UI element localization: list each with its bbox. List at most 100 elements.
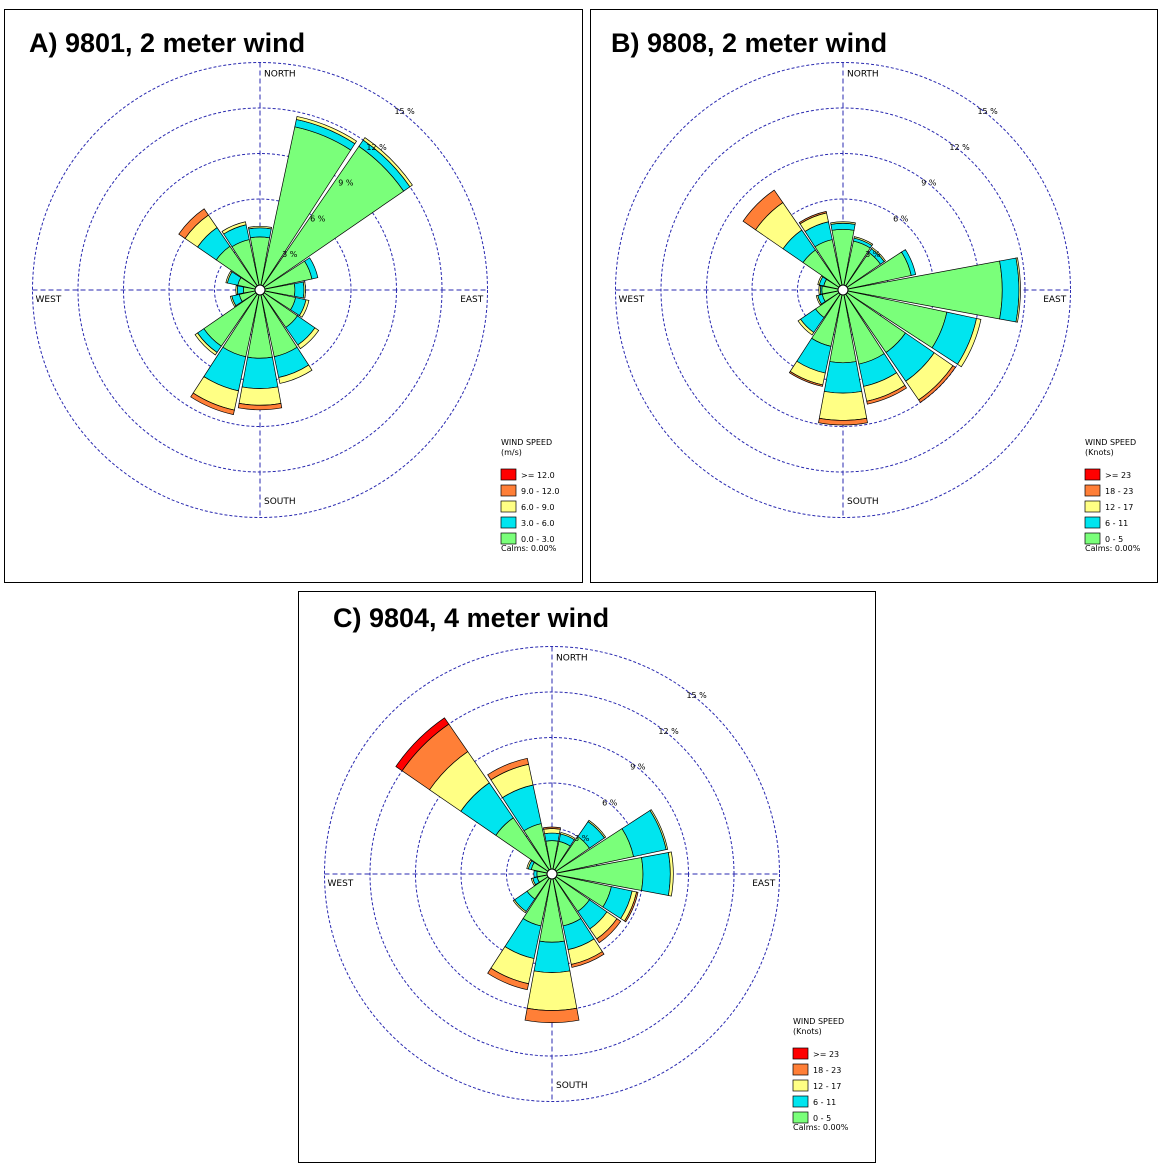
petal-segment-bin-3 <box>866 384 908 405</box>
petal-sector-11 <box>229 289 261 307</box>
legend-bin-label-2: 12 - 17 <box>813 1082 841 1091</box>
ring-label-9: 9 % <box>338 179 354 188</box>
legend-swatch-4 <box>792 1111 809 1124</box>
petal-segment-bin-3 <box>487 757 530 781</box>
ring-label-6: 6 % <box>310 214 326 223</box>
petal-segment-bin-2 <box>1015 257 1021 323</box>
petal-segment-bin-3 <box>798 210 827 225</box>
petal-segment-bin-2 <box>543 828 561 835</box>
petal-segment-bin-2 <box>248 225 272 230</box>
direction-west: WEST <box>328 879 354 889</box>
petal-segment-bin-1 <box>544 832 560 842</box>
petal-segment-bin-3 <box>178 208 209 239</box>
ring-label-3: 3 % <box>865 250 881 259</box>
wind-rose-panel-a: 3 % 6 % 9 % 12 % 15 % NORTH EAST SOUTH WEST A) 98… <box>4 9 583 583</box>
petal-segment-bin-2 <box>830 221 856 225</box>
petal-segment-bin-3 <box>596 918 622 944</box>
petal-sector-9 <box>788 289 844 387</box>
ring-label-9: 9 % <box>630 763 646 772</box>
legend-bin-label-1: 18 - 23 <box>1105 487 1133 496</box>
petal-segment-bin-2 <box>817 275 824 286</box>
petal-sector-1 <box>259 116 358 291</box>
petal-segment-bin-1 <box>304 257 319 280</box>
petal-sector-3 <box>842 249 917 291</box>
legend-swatch-1 <box>500 484 517 497</box>
petal-segment-bin-2 <box>235 285 239 295</box>
petal-segment-bin-2 <box>512 899 527 914</box>
legend-unit: (Knots) <box>793 1027 822 1036</box>
petal-sector-15 <box>798 210 844 291</box>
petal-segment-bin-2 <box>225 270 233 284</box>
ring-label-15: 15 % <box>977 107 998 116</box>
petal-sector-7 <box>551 873 605 968</box>
ring-label-6: 6 % <box>602 798 618 807</box>
direction-north: NORTH <box>847 70 879 80</box>
legend-bin-label-3: 6 - 11 <box>1105 519 1128 528</box>
legend-bin-label-0: >= 23 <box>1105 471 1131 480</box>
legend-calms: Calms: 0.00% <box>793 1123 849 1132</box>
legend-calms: Calms: 0.00% <box>1085 544 1141 553</box>
ring-label-9: 9 % <box>921 179 937 188</box>
petal-sector-0 <box>830 221 856 291</box>
direction-east: EAST <box>460 295 484 305</box>
ring-label-6: 6 % <box>893 214 909 223</box>
ring-label-12: 12 % <box>949 143 970 152</box>
petal-segment-bin-2 <box>815 294 822 306</box>
legend-bin-label-3: 3.0 - 6.0 <box>521 519 554 528</box>
petal-segment-bin-2 <box>298 299 310 318</box>
petal-segment-bin-2 <box>297 327 320 350</box>
petal-segment-bin-1 <box>236 285 245 295</box>
petal-segment-bin-1 <box>533 870 538 878</box>
petal-sector-4 <box>842 257 1021 323</box>
petal-sector-14 <box>178 208 261 291</box>
petal-segment-bin-2 <box>278 364 313 384</box>
petal-sector-0 <box>248 225 272 291</box>
petal-sector-15 <box>221 221 261 291</box>
petal-segment-bin-1 <box>641 852 671 896</box>
legend-bin-label-3: 6 - 11 <box>813 1098 836 1107</box>
legend-calms: Calms: 0.00% <box>501 544 557 553</box>
legend-swatch-0 <box>792 1047 809 1060</box>
petal-sector-12 <box>818 285 844 295</box>
panel-title: A) 9801, 2 meter wind <box>29 28 305 58</box>
petal-sector-5 <box>259 289 310 318</box>
direction-south: SOUTH <box>556 1081 588 1091</box>
legend-title: WIND SPEED <box>501 438 552 447</box>
ring-label-12: 12 % <box>366 143 387 152</box>
petal-segment-bin-2 <box>526 859 533 870</box>
legend-bin-label-4: 0 - 5 <box>813 1114 831 1123</box>
petal-sector-4 <box>259 281 306 299</box>
wind-rose-chart: 3 % 6 % 9 % 12 % 15 % NORTH EAST SOUTH WEST A) 98… <box>29 28 560 553</box>
petal-segment-bin-2 <box>870 247 886 263</box>
legend-swatch-2 <box>792 1079 809 1092</box>
petal-sector-12 <box>235 285 261 295</box>
petal-segment-bin-2 <box>238 386 282 406</box>
petal-sector-5 <box>551 873 639 923</box>
petal-sector-13 <box>817 275 844 291</box>
direction-east: EAST <box>752 879 776 889</box>
petal-segment-bin-3 <box>237 402 283 411</box>
petal-segment-bin-1 <box>823 361 863 394</box>
petal-segment-bin-3 <box>570 951 605 968</box>
ring-label-3: 3 % <box>574 834 590 843</box>
petal-sector-1 <box>842 236 874 291</box>
petal-segment-bin-1 <box>241 356 279 389</box>
legend-bin-label-0: >= 12.0 <box>521 471 555 480</box>
legend-bin-label-4: 0.0 - 3.0 <box>521 535 554 544</box>
petal-sector-13 <box>526 859 553 875</box>
petal-segment-bin-2 <box>853 236 874 246</box>
petal-sector-12 <box>533 870 553 878</box>
direction-west: WEST <box>36 295 62 305</box>
petal-sector-7 <box>259 289 313 384</box>
center-calm-circle <box>254 284 266 296</box>
petal-segment-bin-2 <box>295 116 358 145</box>
petal-sector-1 <box>551 832 576 875</box>
petal-sector-11 <box>815 289 844 306</box>
legend-bin-label-2: 6.0 - 9.0 <box>521 503 554 512</box>
petal-segment-bin-3 <box>788 370 824 387</box>
wind-rose-chart: 3 % 6 % 9 % 12 % 15 % NORTH EAST SOUTH WEST B) 98… <box>611 28 1141 553</box>
petal-sector-10 <box>194 289 261 356</box>
petal-sector-3 <box>259 257 319 291</box>
petal-segment-bin-3 <box>818 417 868 426</box>
petal-sector-2 <box>842 247 886 291</box>
